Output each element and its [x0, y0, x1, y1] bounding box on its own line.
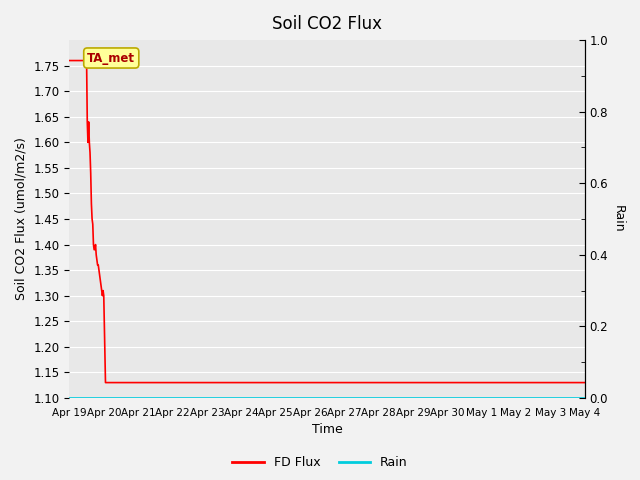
- Legend: FD Flux, Rain: FD Flux, Rain: [227, 451, 413, 474]
- Y-axis label: Soil CO2 Flux (umol/m2/s): Soil CO2 Flux (umol/m2/s): [15, 138, 28, 300]
- Y-axis label: Rain: Rain: [612, 205, 625, 233]
- X-axis label: Time: Time: [312, 423, 342, 436]
- Text: TA_met: TA_met: [87, 51, 135, 64]
- Title: Soil CO2 Flux: Soil CO2 Flux: [272, 15, 382, 33]
